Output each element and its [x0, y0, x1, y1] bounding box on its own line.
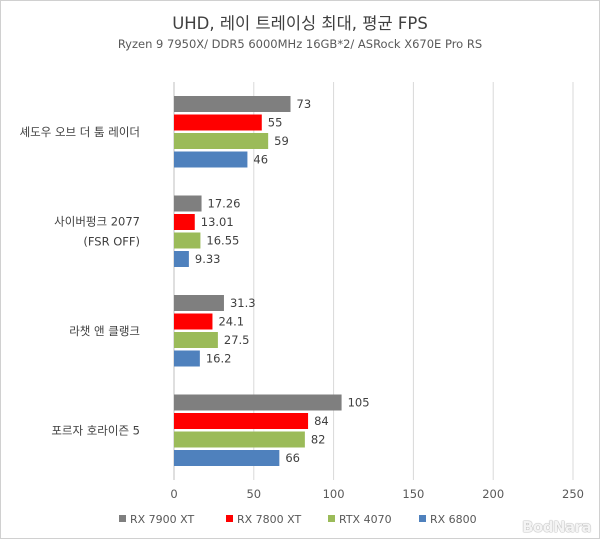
category-label: (FSR OFF) [83, 234, 140, 248]
bar [174, 450, 280, 466]
bar [174, 96, 291, 112]
legend-item-rx-6800: RX 6800 [419, 513, 477, 526]
bar [174, 133, 269, 149]
legend-swatch [226, 515, 233, 522]
bar-data-label: 9.33 [195, 252, 221, 266]
legend-item-rx-7900-xt: RX 7900 XT [119, 513, 194, 526]
bar [174, 251, 189, 267]
x-tick-label: 100 [323, 487, 345, 501]
bar-data-label: 55 [268, 116, 283, 130]
legend-swatch [419, 515, 426, 522]
x-tick-label: 250 [562, 487, 584, 501]
category-label: 셰도우 오브 더 툼 레이더 [20, 125, 140, 139]
bar-data-label: 27.5 [224, 333, 250, 347]
bar [174, 295, 224, 311]
bar [174, 195, 202, 212]
bar [174, 232, 201, 249]
bar-data-label: 16.2 [206, 352, 232, 366]
legend-label: RX 7900 XT [130, 513, 195, 526]
x-tick-label: 200 [482, 487, 504, 501]
legend-swatch [328, 515, 335, 522]
bar [174, 350, 200, 367]
bar-data-label: 13.01 [201, 215, 234, 229]
category-label: 사이버펑크 2077 [54, 214, 140, 228]
bar [174, 114, 262, 131]
bar-data-label: 46 [253, 153, 268, 167]
legend-label: RX 6800 [430, 513, 477, 526]
bar [174, 313, 213, 330]
bar-data-label: 84 [314, 414, 329, 428]
bodnara-watermark-logo: BodNara [522, 518, 592, 536]
x-tick-label: 50 [246, 487, 261, 501]
bar-data-label: 16.55 [206, 234, 239, 248]
bar [174, 413, 309, 429]
bar-data-label: 82 [311, 433, 326, 447]
bar [174, 214, 195, 230]
bar-data-label: 73 [297, 97, 312, 111]
x-tick-label: 150 [402, 487, 424, 501]
bar-data-label: 31.3 [230, 296, 256, 310]
bar-data-label: 17.26 [208, 197, 241, 211]
bar [174, 151, 248, 168]
bar [174, 431, 305, 448]
bar-data-label: 66 [285, 451, 300, 465]
bar [174, 394, 342, 411]
bar-data-label: 24.1 [218, 315, 244, 329]
category-label: 포르자 호라이즌 5 [51, 423, 140, 437]
chart-subtitle: Ryzen 9 7950X/ DDR5 6000MHz 16GB*2/ ASRo… [117, 37, 483, 51]
bar [174, 332, 218, 348]
legend-label: RTX 4070 [339, 513, 392, 526]
bar-data-label: 105 [348, 396, 370, 410]
bar-data-label: 59 [274, 134, 289, 148]
category-label: 라챗 앤 클랭크 [69, 324, 140, 338]
legend-swatch [119, 515, 126, 522]
legend-item-rx-7800-xt: RX 7800 XT [226, 513, 301, 526]
x-tick-label: 0 [170, 487, 177, 501]
chart-title: UHD, 레이 트레이싱 최대, 평균 FPS [172, 14, 428, 33]
legend-label: RX 7800 XT [237, 513, 302, 526]
legend-item-rtx-4070: RTX 4070 [328, 513, 392, 526]
